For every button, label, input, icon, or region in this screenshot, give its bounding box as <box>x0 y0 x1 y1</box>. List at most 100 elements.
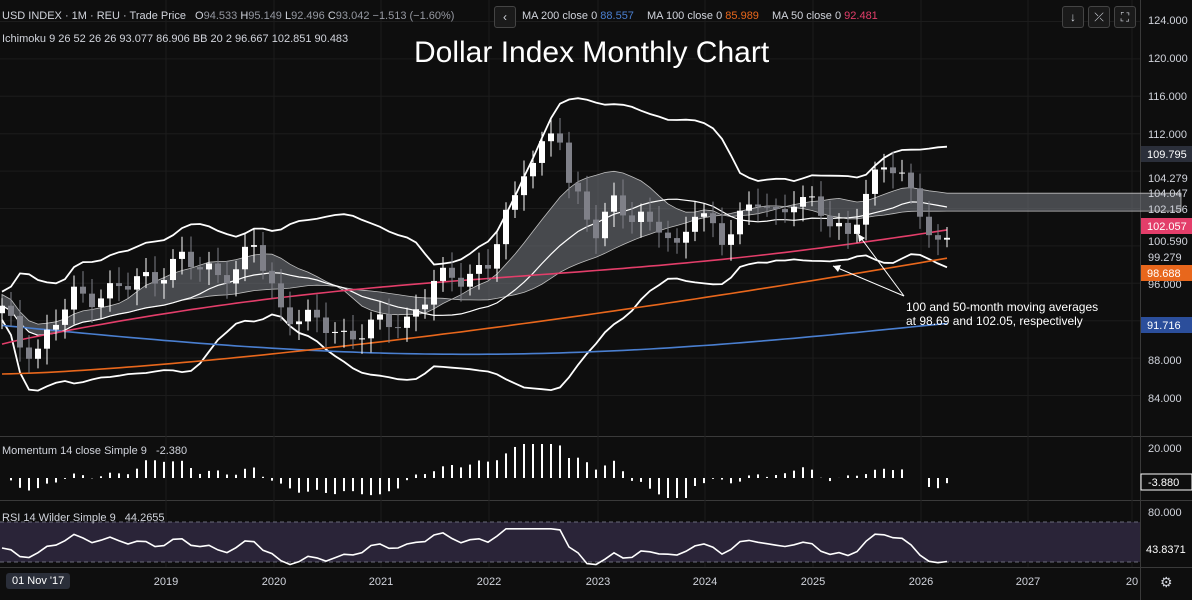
candle-body <box>620 195 626 216</box>
ohlc-o-value: 94.533 <box>203 10 238 22</box>
candle-body <box>53 324 59 330</box>
momentum-label: Momentum 14 close Simple 9 <box>2 445 147 457</box>
time-axis-label: 2026 <box>909 576 933 588</box>
candle-body <box>107 283 113 299</box>
time-axis-label: 2020 <box>262 576 286 588</box>
candle-body <box>656 221 662 233</box>
collapse-icon[interactable]: ⤫ <box>1088 6 1110 28</box>
candle-body <box>143 272 149 277</box>
price-axis-tag-bg <box>1141 218 1192 234</box>
candle-body <box>890 167 896 174</box>
ohlc-c-value: 93.042 <box>335 10 370 22</box>
time-axis-label: 2019 <box>154 576 178 588</box>
ma100-value: 85.989 <box>725 10 759 22</box>
candle-body <box>593 219 599 239</box>
candle-body <box>584 191 590 220</box>
candle-body <box>638 211 644 222</box>
price-axis-tag-bg <box>1141 265 1192 281</box>
candle-body <box>440 267 446 281</box>
candle-body <box>908 172 914 189</box>
candle-body <box>224 275 230 284</box>
price-axis-tick: 100.590 <box>1148 236 1188 248</box>
candle-body <box>161 280 167 284</box>
candle-body <box>674 238 680 243</box>
candle-body <box>512 195 518 210</box>
price-axis-tag: 98.688 <box>1147 268 1181 280</box>
rsi-legend[interactable]: RSI 14 Wilder Simple 9 44.2655 <box>2 512 165 524</box>
candle-body <box>350 330 356 340</box>
settings-gear-icon[interactable]: ⚙ <box>1160 574 1173 590</box>
candle-body <box>818 196 824 216</box>
candle-body <box>665 232 671 239</box>
candle-body <box>881 167 887 170</box>
bollinger-middle-band <box>1 198 948 336</box>
bollinger-upper-band <box>1 97 948 293</box>
candle-body <box>323 317 329 334</box>
annotation-arrow <box>857 233 905 297</box>
rsi-band <box>0 522 1140 562</box>
price-axis-tick: 116.000 <box>1148 91 1187 103</box>
indicators-legend[interactable]: Ichimoku 9 26 52 26 26 93.077 86.906 BB … <box>2 33 349 45</box>
candle-body <box>800 197 806 207</box>
chevron-left-icon[interactable]: ‹ <box>494 6 516 28</box>
candle-body <box>215 263 221 276</box>
ma200-line <box>1 322 948 356</box>
price-axis-tick: 104.279 <box>1148 173 1188 185</box>
arrow-down-icon[interactable]: ↓ <box>1062 6 1084 28</box>
candle-body <box>332 331 338 334</box>
ohlc-l-value: 92.496 <box>291 10 325 22</box>
ohlc-o-label: O <box>195 10 204 22</box>
rsi-tag-bg <box>1141 541 1192 557</box>
candle-body <box>566 142 572 183</box>
candle-body <box>485 265 491 269</box>
candle-body <box>260 245 266 271</box>
momentum-tag-bg <box>1140 473 1192 491</box>
candle-body <box>179 251 185 259</box>
candle-body <box>899 172 905 174</box>
candle-body <box>206 263 212 270</box>
candle-body <box>125 286 131 290</box>
price-axis-tag-bg <box>1141 317 1192 333</box>
annotation-arrowhead <box>858 234 865 242</box>
candle-body <box>278 283 284 308</box>
candle-body <box>269 270 275 284</box>
maximize-icon[interactable]: ⛶ <box>1114 6 1136 28</box>
price-axis-tag-bg <box>1141 146 1192 162</box>
price-axis-tick: 96.000 <box>1148 279 1182 291</box>
candle-body <box>629 215 635 222</box>
candle-body <box>476 265 482 274</box>
ma200-value: 88.557 <box>600 10 634 22</box>
candle-body <box>737 210 743 235</box>
symbol-label: USD INDEX · 1M · REU · Trade Price <box>2 10 186 22</box>
candle-body <box>422 304 428 310</box>
ma-legend[interactable]: MA 200 close 0 88.557 MA 100 close 0 85.… <box>522 10 878 22</box>
candle-body <box>764 206 770 208</box>
candle-body <box>611 195 617 212</box>
candle-body <box>458 277 464 287</box>
candle-body <box>35 348 41 359</box>
ohlc-l-label: L <box>285 10 292 22</box>
time-start-label: 01 Nov '17 <box>6 573 71 589</box>
candle-body <box>494 244 500 269</box>
candle-body <box>746 204 752 211</box>
candle-body <box>26 347 32 359</box>
price-axis-tick: 124.000 <box>1148 15 1188 27</box>
candle-body <box>728 234 734 245</box>
candle-body <box>341 330 347 332</box>
candle-body <box>368 319 374 339</box>
candle-body <box>521 176 527 196</box>
candle-body <box>692 216 698 232</box>
rsi-axis-tick: 80.000 <box>1148 507 1182 519</box>
candle-body <box>683 231 689 243</box>
candle-body <box>62 309 68 325</box>
candle-body <box>917 188 923 217</box>
time-axis-label: 2023 <box>586 576 610 588</box>
symbol-info[interactable]: USD INDEX · 1M · REU · Trade Price O94.5… <box>2 10 454 22</box>
candle-body <box>287 307 293 325</box>
candle-body <box>548 133 554 142</box>
rsi-tag: 43.8371 <box>1146 544 1186 556</box>
candle-body <box>449 267 455 278</box>
rsi-line <box>1 528 948 566</box>
momentum-legend[interactable]: Momentum 14 close Simple 9 -2.380 <box>2 445 187 457</box>
